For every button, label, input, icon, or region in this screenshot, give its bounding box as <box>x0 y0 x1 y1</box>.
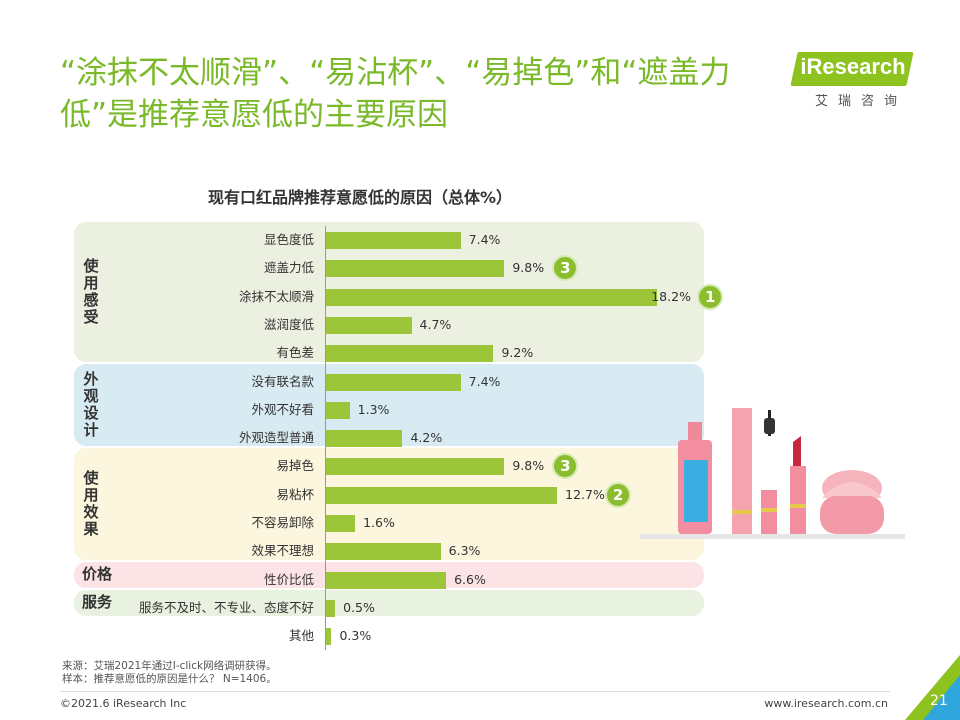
source-note: 来源：艾瑞2021年通过I-click网络调研获得。 <box>62 660 277 672</box>
category-label: 涂抹不太顺滑 <box>238 288 314 304</box>
bar <box>326 515 356 532</box>
data-label: 9.8% <box>512 260 545 276</box>
page-title: “涂抹不太顺滑”、“易沾杯”、“易掉色”和“遮盖力低”是推荐意愿低的主要原因 <box>60 55 731 133</box>
group-label: 价格 <box>82 564 113 583</box>
sample-note: 样本：推荐意愿低的原因是什么？ N=1406。 <box>62 673 277 685</box>
category-label: 遮盖力低 <box>263 260 314 276</box>
data-label: 6.6% <box>454 571 486 587</box>
category-label: 有色差 <box>276 345 314 361</box>
rank-badge: 2 <box>605 481 632 508</box>
category-label: 易掉色 <box>276 458 314 474</box>
data-label: 12.7% <box>565 486 605 502</box>
copyright: ©2021.6 iResearch Inc <box>60 697 187 710</box>
bar <box>326 288 658 306</box>
cosmetics-illustration-icon <box>640 408 905 539</box>
data-label: 1.6% <box>363 515 395 530</box>
logo-subtitle: 艾瑞咨询 <box>814 94 907 109</box>
bar <box>326 599 336 617</box>
bar <box>326 571 447 589</box>
data-label: 6.3% <box>448 543 481 559</box>
group-background <box>74 589 704 617</box>
category-label: 易粘杯 <box>276 486 314 502</box>
data-label: 0.3% <box>339 628 372 644</box>
bar <box>326 628 332 646</box>
group-label: 外观设计 <box>83 369 99 439</box>
category-label: 服务不及时、不专业、态度不好 <box>138 599 314 615</box>
chart-title: 现有口红品牌推荐意愿低的原因（总体%） <box>207 188 513 207</box>
bar <box>326 401 350 419</box>
category-label: 没有联名款 <box>251 373 314 389</box>
data-label: 4.7% <box>419 316 452 332</box>
category-label: 外观造型普通 <box>238 430 314 446</box>
category-label: 其他 <box>288 628 314 644</box>
bar <box>326 543 441 561</box>
iresearch-logo: iResearch 艾瑞咨询 <box>788 48 918 110</box>
bar <box>326 316 412 334</box>
data-label: 7.4% <box>468 373 501 389</box>
data-label: 18.2% <box>651 288 691 304</box>
page-number: 21 <box>930 693 948 709</box>
bar <box>326 486 558 504</box>
footer-divider <box>60 691 890 692</box>
bar <box>326 345 494 363</box>
data-label: 9.2% <box>501 345 534 361</box>
bar <box>326 260 505 278</box>
bar <box>326 373 461 391</box>
website-link[interactable]: www.iresearch.com.cn <box>764 697 888 710</box>
group-label: 使用感受 <box>83 256 99 326</box>
category-label: 滋润度低 <box>263 316 314 332</box>
group-label: 服务 <box>82 593 113 612</box>
corner-triangle-icon <box>905 655 960 720</box>
bar <box>326 458 505 476</box>
logo-text: iResearch <box>800 54 906 79</box>
bar <box>326 232 461 249</box>
bar <box>326 430 403 448</box>
data-label: 4.2% <box>410 430 443 446</box>
y-axis-line <box>325 226 326 650</box>
category-label: 效果不理想 <box>251 543 314 559</box>
data-label: 1.3% <box>357 401 390 417</box>
data-label: 0.5% <box>343 599 375 615</box>
rank-badge: 3 <box>552 453 579 480</box>
rank-badge: 3 <box>552 255 579 282</box>
category-label: 显色度低 <box>263 232 314 247</box>
category-label: 不容易卸除 <box>251 515 314 530</box>
rank-badge: 1 <box>697 283 724 310</box>
group-label: 使用效果 <box>83 469 99 538</box>
data-label: 7.4% <box>468 232 501 247</box>
category-label: 外观不好看 <box>251 401 314 417</box>
category-label: 性价比低 <box>263 571 314 587</box>
data-label: 9.8% <box>512 458 545 474</box>
